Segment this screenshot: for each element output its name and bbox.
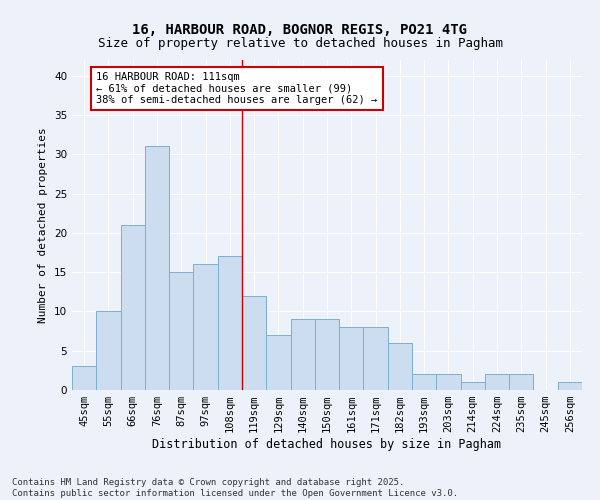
X-axis label: Distribution of detached houses by size in Pagham: Distribution of detached houses by size …: [152, 438, 502, 451]
Bar: [315, 320, 339, 390]
Bar: [485, 374, 509, 390]
Text: 16 HARBOUR ROAD: 111sqm
← 61% of detached houses are smaller (99)
38% of semi-de: 16 HARBOUR ROAD: 111sqm ← 61% of detache…: [96, 72, 377, 105]
Bar: [436, 374, 461, 390]
Bar: [266, 335, 290, 390]
Bar: [145, 146, 169, 390]
Bar: [218, 256, 242, 390]
Bar: [339, 327, 364, 390]
Bar: [72, 366, 96, 390]
Bar: [193, 264, 218, 390]
Bar: [290, 320, 315, 390]
Bar: [388, 343, 412, 390]
Bar: [509, 374, 533, 390]
Y-axis label: Number of detached properties: Number of detached properties: [38, 127, 49, 323]
Bar: [364, 327, 388, 390]
Bar: [169, 272, 193, 390]
Bar: [242, 296, 266, 390]
Bar: [461, 382, 485, 390]
Text: Size of property relative to detached houses in Pagham: Size of property relative to detached ho…: [97, 38, 503, 51]
Bar: [412, 374, 436, 390]
Bar: [121, 225, 145, 390]
Text: Contains HM Land Registry data © Crown copyright and database right 2025.
Contai: Contains HM Land Registry data © Crown c…: [12, 478, 458, 498]
Text: 16, HARBOUR ROAD, BOGNOR REGIS, PO21 4TG: 16, HARBOUR ROAD, BOGNOR REGIS, PO21 4TG: [133, 22, 467, 36]
Bar: [558, 382, 582, 390]
Bar: [96, 312, 121, 390]
